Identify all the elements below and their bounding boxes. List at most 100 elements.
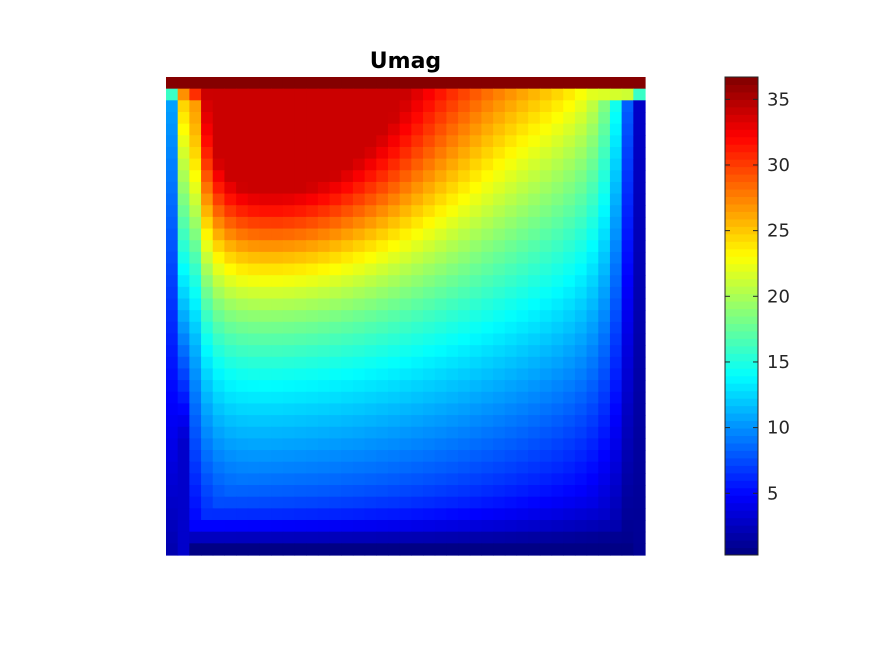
heatmap-cell	[574, 181, 588, 195]
heatmap-cell	[411, 251, 424, 265]
heatmap-cell	[306, 123, 319, 136]
heatmap-cell	[201, 135, 214, 148]
heatmap-cell	[586, 520, 599, 533]
colorbar-tick-label: 35	[767, 89, 790, 110]
heatmap-cell	[329, 333, 342, 346]
heatmap-cell	[212, 170, 226, 183]
heatmap-cell	[282, 531, 296, 544]
heatmap-cell	[563, 473, 576, 486]
heatmap-cell	[271, 158, 284, 171]
heatmap-cell	[376, 193, 389, 206]
heatmap-cell	[364, 520, 377, 533]
heatmap-cell	[201, 531, 214, 544]
heatmap-cell	[166, 321, 179, 335]
heatmap-cell	[481, 275, 494, 288]
heatmap-cell	[236, 531, 249, 544]
heatmap-cell	[539, 286, 553, 300]
heatmap-cell	[493, 368, 506, 381]
heatmap-cell	[177, 111, 190, 125]
heatmap-cell	[399, 181, 412, 195]
heatmap-cell	[201, 263, 214, 276]
heatmap-cell	[329, 205, 342, 218]
colorbar-tick-label: 15	[767, 352, 790, 373]
heatmap-cell	[423, 170, 436, 183]
heatmap-cell	[259, 391, 272, 405]
heatmap-cell	[574, 450, 588, 463]
heatmap-cell	[528, 356, 541, 370]
heatmap-cell	[609, 228, 623, 241]
heatmap-cell	[609, 345, 623, 358]
heatmap-cell	[282, 88, 296, 101]
heatmap-cell	[539, 473, 553, 486]
heatmap-cell	[528, 77, 541, 90]
heatmap-cell	[341, 391, 354, 405]
heatmap-cell	[201, 216, 214, 230]
heatmap-cell	[236, 88, 249, 101]
heatmap-cell	[224, 205, 237, 218]
heatmap-cell	[516, 77, 529, 90]
heatmap-cell	[609, 100, 623, 113]
heatmap-cell	[376, 263, 389, 276]
heatmap-cell	[201, 321, 214, 335]
heatmap-cell	[434, 391, 447, 405]
heatmap-cell	[609, 403, 623, 416]
heatmap-cell	[493, 473, 506, 486]
colorbar-segment	[725, 360, 758, 369]
colorbar-segment	[725, 428, 758, 436]
heatmap-cell	[621, 216, 634, 230]
heatmap-cell	[387, 263, 401, 276]
heatmap-cell	[504, 450, 518, 463]
heatmap-cell	[621, 158, 634, 171]
heatmap-cell	[294, 193, 307, 206]
heatmap-cell	[259, 216, 272, 230]
heatmap-cell	[458, 228, 471, 241]
heatmap-cell	[458, 181, 471, 195]
heatmap-cell	[376, 146, 389, 160]
heatmap-cell	[481, 205, 494, 218]
heatmap-cell	[341, 356, 354, 370]
heatmap-cell	[574, 205, 588, 218]
heatmap-cell	[493, 438, 506, 451]
heatmap-cell	[504, 251, 518, 265]
heatmap-cell	[329, 146, 342, 160]
heatmap-cell	[528, 496, 541, 509]
heatmap-cell	[294, 543, 307, 556]
heatmap-cell	[469, 135, 483, 148]
heatmap-cell	[317, 100, 331, 113]
heatmap-cell	[224, 485, 237, 498]
heatmap-cell	[551, 461, 564, 474]
heatmap-cell	[423, 77, 436, 90]
heatmap-cell	[621, 111, 634, 125]
heatmap-cell	[306, 193, 319, 206]
heatmap-cell	[387, 193, 401, 206]
heatmap-cell	[189, 310, 202, 323]
heatmap-cell	[458, 146, 471, 160]
heatmap-cell	[586, 415, 599, 428]
heatmap-cell	[177, 181, 190, 195]
heatmap-cell	[469, 321, 483, 335]
heatmap-cell	[434, 496, 447, 509]
heatmap-cell	[598, 345, 611, 358]
heatmap-cell	[411, 461, 424, 474]
heatmap-cell	[469, 450, 483, 463]
heatmap-cell	[212, 77, 226, 90]
heatmap-cell	[224, 100, 237, 113]
heatmap-cell	[294, 181, 307, 195]
heatmap-cell	[528, 111, 541, 125]
heatmap-cell	[493, 450, 506, 463]
heatmap-cell	[586, 403, 599, 416]
heatmap-cell	[387, 333, 401, 346]
heatmap-cell	[259, 263, 272, 276]
heatmap-cell	[212, 345, 226, 358]
heatmap-cell	[551, 450, 564, 463]
heatmap-cell	[446, 403, 459, 416]
heatmap-cell	[399, 321, 412, 335]
colorbar-segment	[725, 375, 758, 384]
heatmap-cell	[376, 415, 389, 428]
heatmap-cell	[177, 520, 190, 533]
heatmap-cell	[306, 485, 319, 498]
heatmap-cell	[539, 531, 553, 544]
heatmap-cell	[434, 193, 447, 206]
heatmap-cell	[446, 158, 459, 171]
heatmap-cell	[411, 403, 424, 416]
